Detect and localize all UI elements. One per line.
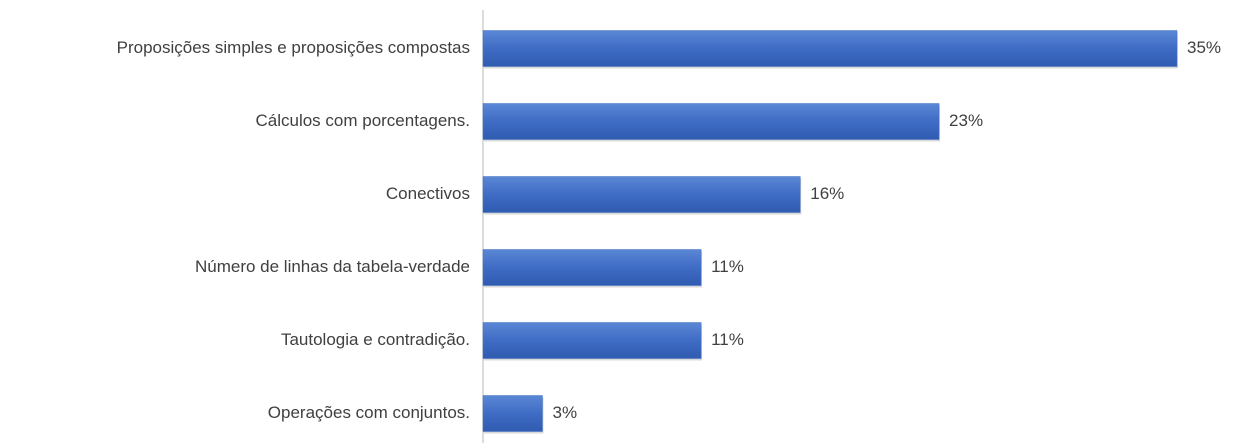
bar (482, 322, 702, 359)
bar (482, 103, 940, 140)
bar (482, 30, 1178, 67)
data-label: 16% (810, 184, 844, 203)
data-label: 3% (552, 403, 577, 422)
bar (482, 176, 801, 213)
y-tick-label: Operações com conjuntos. (268, 403, 470, 422)
y-tick-label: Conectivos (386, 184, 470, 203)
data-label: 11% (711, 257, 744, 276)
y-tick-label: Proposições simples e proposições compos… (117, 38, 470, 57)
y-tick-label: Cálculos com porcentagens. (255, 111, 470, 130)
data-label: 23% (949, 111, 983, 130)
data-label: 11% (711, 330, 744, 349)
data-label: 35% (1187, 38, 1221, 57)
bar (482, 249, 702, 286)
y-tick-label: Tautologia e contradição. (281, 330, 470, 349)
bar (482, 395, 543, 432)
y-tick-label: Número de linhas da tabela-verdade (195, 257, 470, 276)
